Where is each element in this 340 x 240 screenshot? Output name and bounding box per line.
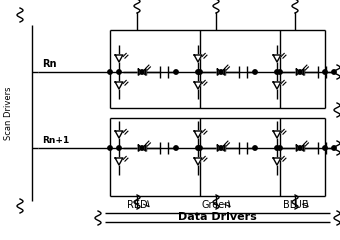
Circle shape xyxy=(108,146,112,150)
Text: RED: RED xyxy=(127,200,147,210)
Polygon shape xyxy=(115,55,123,62)
Circle shape xyxy=(108,70,112,74)
Polygon shape xyxy=(273,82,281,89)
Polygon shape xyxy=(194,158,202,165)
Polygon shape xyxy=(115,131,123,138)
Polygon shape xyxy=(221,145,225,151)
Text: Scan Drivers: Scan Drivers xyxy=(4,86,14,140)
Circle shape xyxy=(219,146,223,150)
Circle shape xyxy=(323,70,327,74)
Circle shape xyxy=(196,146,200,150)
Polygon shape xyxy=(115,158,123,165)
Polygon shape xyxy=(142,145,146,151)
Polygon shape xyxy=(194,131,202,138)
Polygon shape xyxy=(273,55,281,62)
Circle shape xyxy=(174,146,178,150)
Circle shape xyxy=(253,146,257,150)
Circle shape xyxy=(275,70,279,74)
Circle shape xyxy=(196,70,200,74)
Circle shape xyxy=(174,70,178,74)
Circle shape xyxy=(332,146,336,150)
Polygon shape xyxy=(273,158,281,165)
Circle shape xyxy=(298,70,302,74)
Polygon shape xyxy=(273,131,281,138)
Polygon shape xyxy=(138,145,142,151)
Text: Rn+1: Rn+1 xyxy=(42,136,69,145)
Circle shape xyxy=(275,146,279,150)
Polygon shape xyxy=(296,145,300,151)
Polygon shape xyxy=(217,69,221,75)
Circle shape xyxy=(298,146,302,150)
Text: BLUE: BLUE xyxy=(283,200,307,210)
Polygon shape xyxy=(115,82,123,89)
Polygon shape xyxy=(194,55,202,62)
Polygon shape xyxy=(221,69,225,75)
Circle shape xyxy=(278,146,282,150)
Text: Rn: Rn xyxy=(42,59,56,69)
Text: Data Drivers: Data Drivers xyxy=(178,212,257,222)
Circle shape xyxy=(219,70,223,74)
Circle shape xyxy=(117,146,121,150)
Circle shape xyxy=(198,70,202,74)
Circle shape xyxy=(253,70,257,74)
Circle shape xyxy=(278,70,282,74)
Circle shape xyxy=(332,70,336,74)
Circle shape xyxy=(117,70,121,74)
Text: Green: Green xyxy=(201,200,231,210)
Polygon shape xyxy=(296,69,300,75)
Circle shape xyxy=(198,146,202,150)
Circle shape xyxy=(140,70,144,74)
Polygon shape xyxy=(300,69,304,75)
Circle shape xyxy=(323,146,327,150)
Circle shape xyxy=(140,146,144,150)
Polygon shape xyxy=(217,145,221,151)
Polygon shape xyxy=(138,69,142,75)
Polygon shape xyxy=(194,82,202,89)
Polygon shape xyxy=(142,69,146,75)
Polygon shape xyxy=(300,145,304,151)
